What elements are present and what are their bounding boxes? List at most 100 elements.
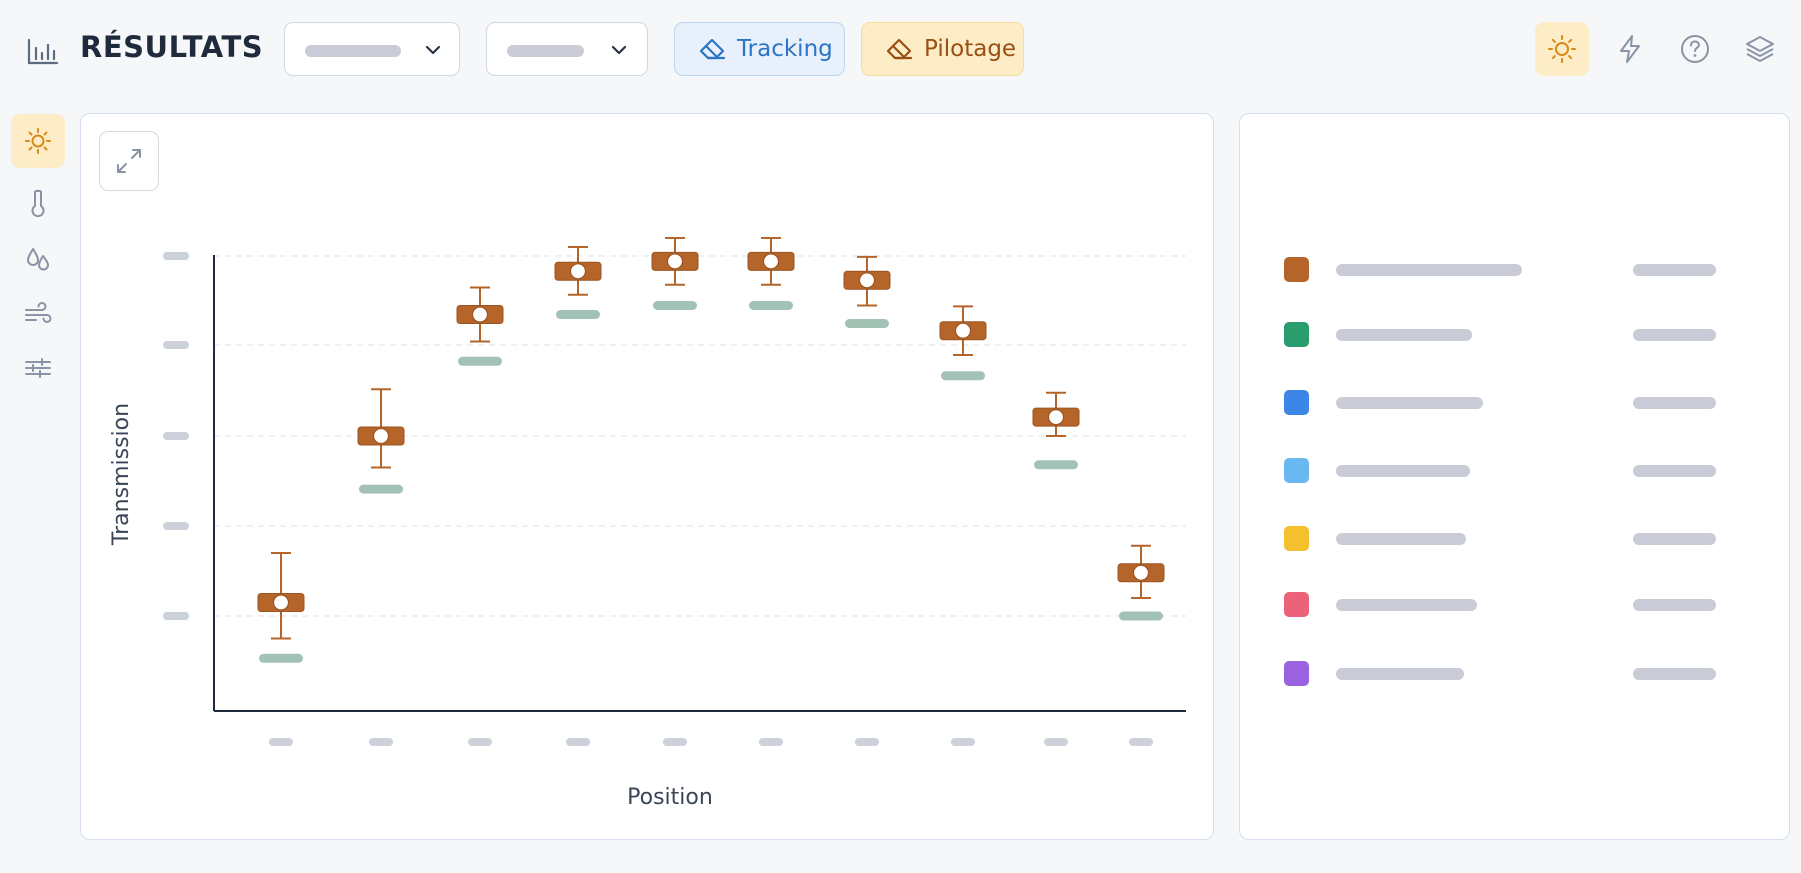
median-marker xyxy=(762,253,780,270)
median-marker xyxy=(372,427,390,445)
legend-value-placeholder xyxy=(1633,397,1716,409)
sidebar-item-settings[interactable] xyxy=(11,341,65,395)
filter-select-1[interactable] xyxy=(284,22,460,76)
help-button[interactable] xyxy=(1668,22,1722,76)
x-tick-label xyxy=(951,738,975,746)
sun-icon xyxy=(1548,35,1576,63)
reference-marker xyxy=(653,301,697,310)
pilotage-label: Pilotage xyxy=(924,36,1017,62)
median-marker xyxy=(858,272,876,289)
reference-marker xyxy=(359,484,403,494)
legend-item[interactable] xyxy=(1240,319,1791,349)
reference-marker xyxy=(845,319,889,328)
y-tick-label xyxy=(163,341,189,349)
legend-value-placeholder xyxy=(1633,465,1716,477)
x-tick-label xyxy=(566,738,590,746)
x-tick-label xyxy=(1129,738,1153,746)
reference-marker xyxy=(458,356,502,366)
median-marker xyxy=(954,322,972,339)
expand-icon xyxy=(117,149,141,173)
legend-swatch xyxy=(1284,661,1309,686)
x-tick-label xyxy=(369,738,393,746)
sun-toggle-button[interactable] xyxy=(1535,22,1589,76)
reference-marker xyxy=(1119,611,1163,621)
legend-item[interactable] xyxy=(1240,523,1791,553)
median-marker xyxy=(471,306,489,323)
layers-button[interactable] xyxy=(1733,22,1787,76)
x-tick-label xyxy=(269,738,293,746)
eraser-icon xyxy=(886,38,913,60)
bar-chart-icon xyxy=(27,38,59,65)
legend-panel xyxy=(1239,113,1790,840)
reference-marker xyxy=(1034,460,1078,470)
x-tick-label xyxy=(855,738,879,746)
droplets-icon xyxy=(27,248,49,271)
legend-item[interactable] xyxy=(1240,589,1791,619)
y-tick-label xyxy=(163,612,189,620)
tracking-label: Tracking xyxy=(737,36,833,62)
app-header: RÉSULTATS Tracking Pi xyxy=(0,0,1801,100)
reference-marker xyxy=(556,310,600,319)
help-icon xyxy=(1681,35,1709,63)
tracking-button[interactable]: Tracking xyxy=(674,22,845,76)
wind-icon xyxy=(25,302,52,323)
median-marker xyxy=(666,253,684,270)
legend-label-placeholder xyxy=(1336,533,1466,545)
legend-value-placeholder xyxy=(1633,533,1716,545)
reference-marker xyxy=(749,301,793,310)
x-tick-label xyxy=(468,738,492,746)
select-placeholder xyxy=(507,45,584,57)
legend-value-placeholder xyxy=(1633,599,1716,611)
sidebar-item-wind[interactable] xyxy=(11,287,65,341)
layers-icon xyxy=(1746,36,1774,62)
lightning-icon xyxy=(1620,35,1640,63)
legend-item[interactable] xyxy=(1240,658,1791,688)
legend-value-placeholder xyxy=(1633,264,1716,276)
legend-item[interactable] xyxy=(1240,254,1791,284)
sidebar-item-sun[interactable] xyxy=(11,114,65,168)
legend-value-placeholder xyxy=(1633,668,1716,680)
legend-label-placeholder xyxy=(1336,465,1470,477)
median-marker xyxy=(1047,409,1065,426)
median-marker xyxy=(1132,564,1150,581)
legend-value-placeholder xyxy=(1633,329,1716,341)
median-marker xyxy=(272,594,290,611)
legend-swatch xyxy=(1284,526,1309,551)
x-tick-label xyxy=(663,738,687,746)
legend-swatch xyxy=(1284,322,1309,347)
median-marker xyxy=(569,263,587,280)
thermometer-icon xyxy=(31,189,45,218)
legend-label-placeholder xyxy=(1336,329,1472,341)
x-axis-label: Position xyxy=(627,785,713,810)
chart-panel: Position Transmission xyxy=(80,113,1214,840)
y-tick-label xyxy=(163,252,189,260)
eraser-icon xyxy=(699,38,726,60)
legend-swatch xyxy=(1284,458,1309,483)
legend-item[interactable] xyxy=(1240,455,1791,485)
legend-swatch xyxy=(1284,257,1309,282)
select-placeholder xyxy=(305,45,401,57)
chevron-down-icon xyxy=(425,45,441,55)
sidebar-item-temperature[interactable] xyxy=(11,176,65,230)
legend-label-placeholder xyxy=(1336,397,1483,409)
sun-icon xyxy=(25,128,51,154)
pilotage-button[interactable]: Pilotage xyxy=(861,22,1024,76)
legend-label-placeholder xyxy=(1336,599,1477,611)
legend-swatch xyxy=(1284,390,1309,415)
page-title: RÉSULTATS xyxy=(80,30,264,64)
reference-marker xyxy=(941,371,985,381)
legend-swatch xyxy=(1284,592,1309,617)
sidebar-item-humidity[interactable] xyxy=(11,232,65,286)
expand-button[interactable] xyxy=(99,131,159,191)
y-tick-label xyxy=(163,432,189,440)
filter-select-2[interactable] xyxy=(486,22,648,76)
box-plot-chart: Position Transmission xyxy=(109,237,1186,810)
legend-item[interactable] xyxy=(1240,387,1791,417)
y-tick-label xyxy=(163,522,189,530)
legend-label-placeholder xyxy=(1336,264,1522,276)
lightning-button[interactable] xyxy=(1603,22,1657,76)
x-tick-label xyxy=(759,738,783,746)
reference-marker xyxy=(259,653,303,663)
x-tick-label xyxy=(1044,738,1068,746)
chevron-down-icon xyxy=(611,45,627,55)
